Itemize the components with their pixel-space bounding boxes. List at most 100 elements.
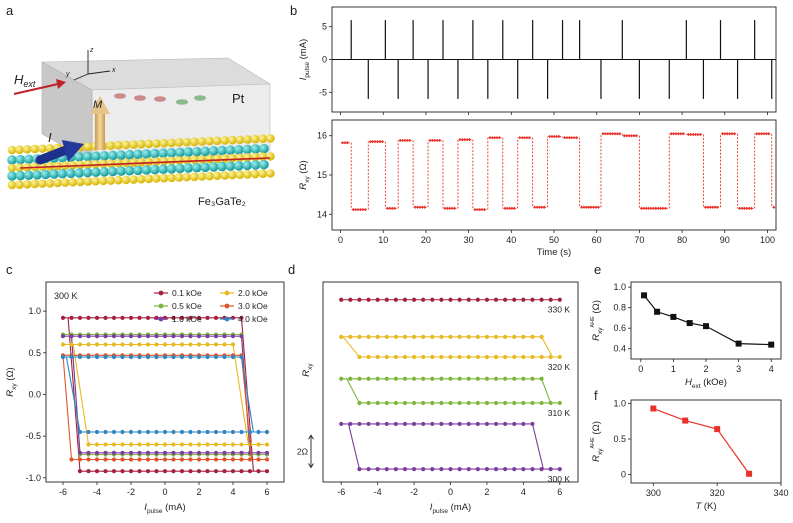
marker-d-1	[357, 354, 362, 360]
marker-c-3	[213, 342, 219, 347]
atom	[106, 141, 116, 150]
marker-d-0	[539, 297, 544, 302]
data-point-20	[676, 132, 681, 136]
marker-d-3	[439, 466, 444, 472]
atom	[205, 171, 214, 181]
atom	[136, 139, 146, 149]
marker-c-0	[179, 469, 185, 474]
marker-d-2	[530, 400, 535, 406]
atom	[98, 176, 108, 186]
xtick-label-d-3: 0	[448, 487, 453, 497]
atom	[205, 136, 214, 146]
marker-c-2	[239, 334, 244, 339]
series-label-d-1: 320 K	[548, 362, 571, 372]
atom	[152, 174, 161, 183]
data-point-11	[512, 206, 516, 210]
xtick-label-c-5: 4	[230, 487, 235, 497]
marker-d-3	[512, 466, 517, 472]
ylabel-main-f: R	[591, 455, 602, 462]
spin-glyph	[194, 95, 206, 101]
ytick-label-e-1: 0.8	[613, 303, 626, 313]
data-point-17	[613, 132, 617, 136]
atom	[45, 178, 55, 188]
marker-c-4	[128, 457, 134, 462]
atom	[205, 154, 214, 164]
atom	[228, 153, 237, 163]
marker-c-5	[205, 429, 210, 435]
marker-c-3	[120, 442, 125, 447]
xtick-label-e-2: 2	[703, 364, 708, 374]
marker-c-0	[103, 469, 108, 474]
marker-c-2	[213, 450, 219, 455]
ytick-label-e-3: 0.4	[613, 344, 626, 354]
marker-d-2	[448, 400, 453, 406]
series-d-3	[339, 421, 562, 472]
marker-c-5	[86, 429, 91, 435]
ytick-label-b_top-1: 0	[322, 55, 327, 65]
data-point-2	[380, 140, 384, 144]
marker-d-3	[366, 421, 371, 427]
series-c-0	[60, 315, 270, 474]
marker-c-3	[205, 342, 210, 347]
atom	[124, 165, 135, 176]
data-point-2	[375, 140, 380, 144]
marker-d-0	[348, 297, 353, 302]
xtick-label-c-3: 0	[162, 487, 167, 497]
marker-c-4	[154, 457, 159, 462]
atom	[259, 159, 269, 170]
marker-d-3	[375, 421, 380, 427]
marker-c-5	[247, 429, 253, 435]
xlabel-unit-d: (mA)	[448, 502, 471, 513]
marker-c-3	[162, 442, 168, 447]
ylabel-sub-b_bottom: xy	[304, 176, 311, 183]
data-point-17	[601, 132, 605, 136]
marker-c-4	[213, 457, 219, 462]
data-point-19	[649, 206, 653, 210]
atom	[74, 152, 84, 162]
data-point-23	[728, 132, 732, 136]
data-point-17	[615, 132, 619, 136]
data-point-6	[433, 138, 437, 143]
atom	[30, 179, 40, 189]
marker-d-3	[484, 421, 490, 427]
marker-c-2	[86, 450, 91, 455]
marker-c-2	[154, 334, 159, 339]
data-point-11	[505, 206, 509, 210]
data-point-17	[610, 132, 615, 136]
data-point-3	[385, 206, 389, 210]
series-c-5	[60, 354, 270, 435]
atom	[182, 155, 192, 165]
moment-arrow	[90, 96, 110, 150]
data-point-7	[453, 206, 457, 210]
spin-glyph	[176, 99, 188, 105]
marker-c-0	[247, 469, 253, 474]
atom	[166, 164, 177, 174]
marker-c-2	[94, 450, 100, 455]
data-point-23	[720, 132, 725, 136]
marker-d-1	[457, 354, 462, 360]
atom	[83, 177, 93, 186]
ylabel-f: RxyAHE (Ω)	[590, 421, 604, 462]
xlabel-f: T (K)	[695, 501, 716, 512]
ylabel-unit-f: (Ω)	[591, 421, 602, 437]
data-point-22	[715, 205, 720, 209]
marker-d-1	[448, 334, 453, 339]
atom	[124, 149, 135, 160]
data-point-10	[488, 136, 492, 140]
marker-c-5	[94, 354, 100, 360]
data-marker-e-6	[768, 341, 775, 348]
marker-c-0	[188, 315, 193, 320]
marker-d-3	[503, 466, 508, 472]
atom	[159, 173, 169, 183]
atom	[175, 163, 185, 174]
marker-d-3	[448, 466, 453, 472]
marker-d-3	[530, 466, 535, 472]
atom	[7, 171, 17, 181]
data-point-4	[398, 138, 402, 143]
marker-d-2	[539, 400, 544, 406]
atom	[243, 170, 252, 179]
marker-c-3	[179, 442, 185, 447]
atom	[266, 134, 275, 143]
data-point-3	[388, 206, 392, 210]
xlabel-main-d: I	[430, 502, 433, 513]
